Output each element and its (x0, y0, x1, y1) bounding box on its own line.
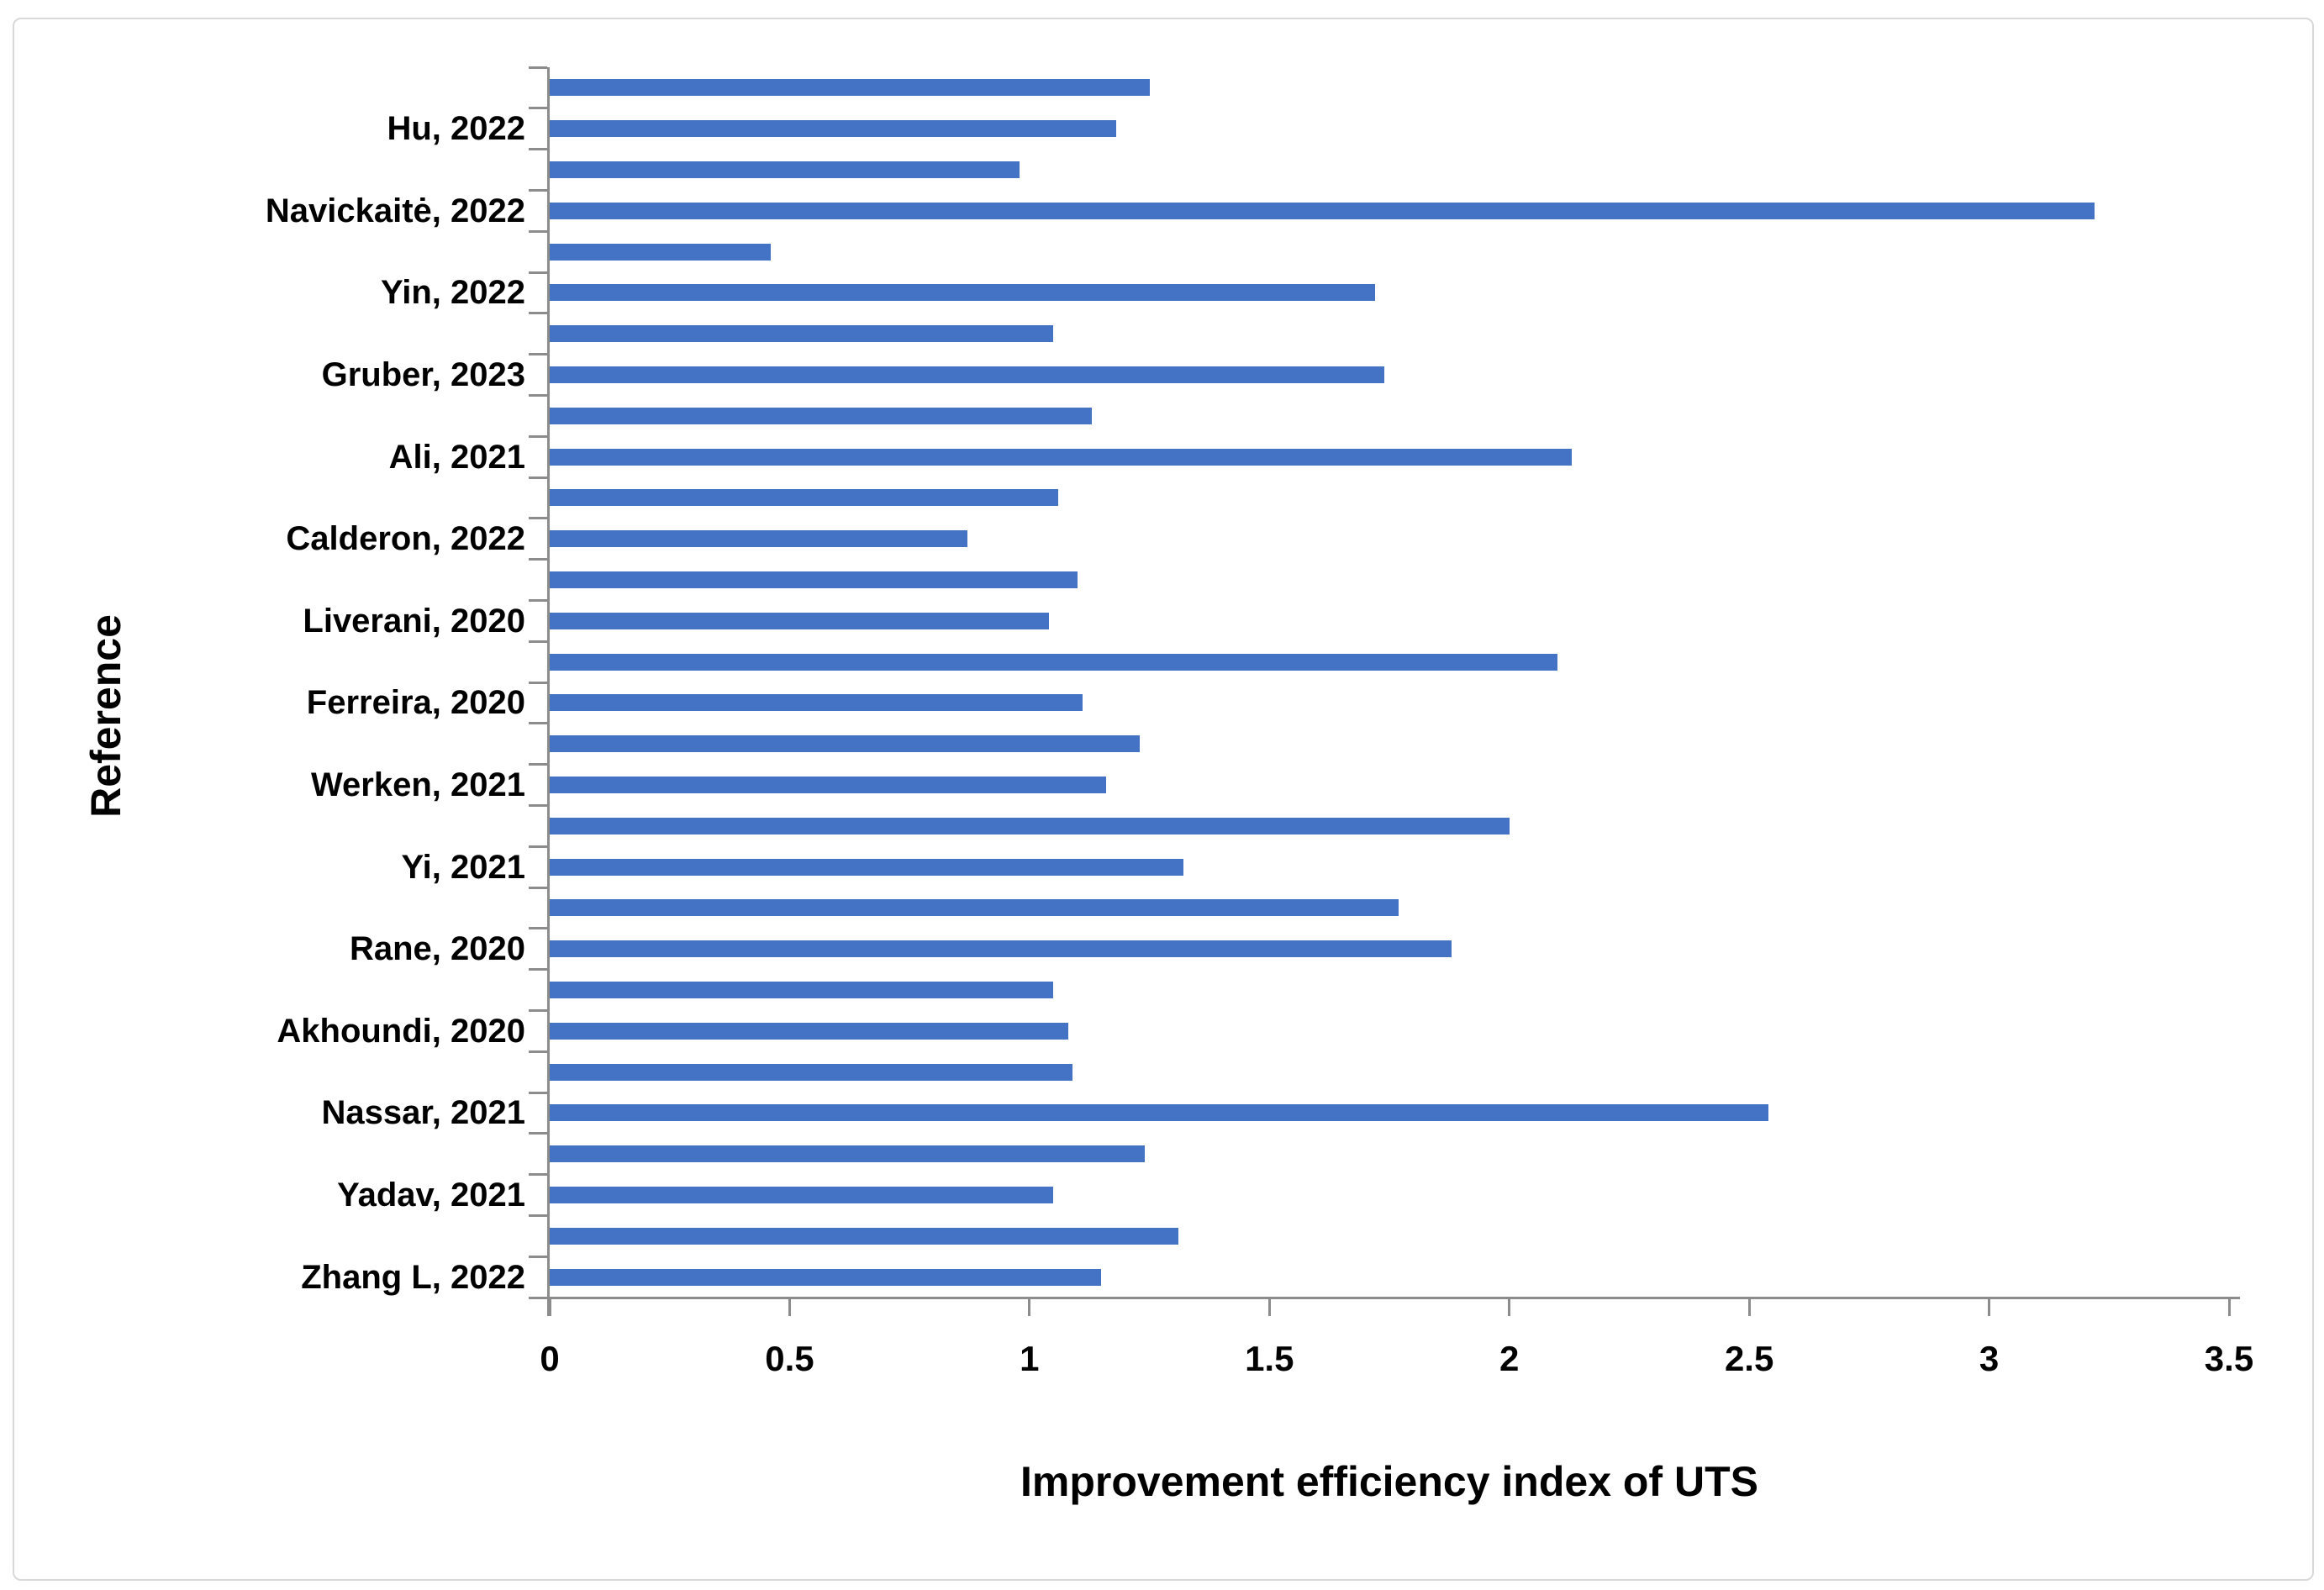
x-axis-line (547, 1297, 2240, 1299)
category-tick-mark (529, 353, 547, 356)
category-tick-mark (529, 558, 547, 561)
x-tick-mark (1508, 1298, 1511, 1316)
category-label: Calderon, 2022 (286, 520, 525, 557)
category-tick-mark (529, 640, 547, 643)
category-tick-mark (529, 1050, 547, 1053)
x-tick-label: 2 (1499, 1339, 1520, 1378)
category-tick-mark (529, 598, 547, 602)
bar (550, 1268, 1101, 1286)
category-label: Yi, 2021 (401, 849, 525, 886)
category-tick-mark (529, 229, 547, 233)
bar (550, 817, 1510, 834)
bar (550, 284, 1375, 302)
category-tick-mark (529, 1008, 547, 1012)
bar (550, 858, 1183, 876)
bar (550, 243, 771, 261)
category-tick-mark (529, 722, 547, 725)
bar (550, 899, 1399, 917)
category-label: Ferreira, 2020 (306, 684, 525, 721)
category-tick-mark (529, 763, 547, 766)
category-tick-mark (529, 66, 547, 69)
x-tick-label: 2.5 (1724, 1339, 1774, 1378)
bar (550, 202, 2095, 219)
category-tick-mark (529, 886, 547, 889)
y-axis-title: Reference (82, 614, 129, 818)
bar (550, 1022, 1068, 1040)
category-label: Rane, 2020 (349, 930, 525, 967)
bar (550, 120, 1116, 138)
category-label: Ali, 2021 (388, 439, 525, 476)
x-tick-label: 0 (540, 1339, 560, 1378)
category-label: Gruber, 2023 (321, 356, 525, 393)
category-tick-mark (529, 1091, 547, 1094)
x-tick-label: 0.5 (765, 1339, 814, 1378)
x-tick-mark (1988, 1298, 1991, 1316)
x-tick-mark (2227, 1298, 2231, 1316)
category-tick-mark (529, 1296, 547, 1299)
category-label: Akhoundi, 2020 (277, 1013, 525, 1050)
x-tick-mark (1267, 1298, 1271, 1316)
category-tick-mark (529, 1255, 547, 1258)
category-tick-mark (529, 1173, 547, 1177)
category-label: Yadav, 2021 (337, 1177, 525, 1214)
category-tick-mark (529, 803, 547, 807)
category-label: Yin, 2022 (381, 274, 525, 311)
x-tick-label: 1.5 (1245, 1339, 1294, 1378)
x-axis-title: Improvement efficiency index of UTS (1020, 1458, 1758, 1505)
bar (550, 1063, 1072, 1081)
bar (550, 694, 1083, 712)
y-axis-line (547, 67, 550, 1316)
x-tick-mark (548, 1298, 551, 1316)
bar (550, 448, 1572, 466)
category-label: Werken, 2021 (311, 766, 525, 803)
bar (550, 407, 1092, 424)
bar (550, 366, 1384, 383)
bar (550, 161, 1020, 178)
bar (550, 325, 1053, 343)
category-tick-mark (529, 434, 547, 438)
category-label: Navickaitė, 2022 (265, 192, 525, 229)
x-tick-mark (788, 1298, 791, 1316)
chart-frame-border (13, 18, 2314, 1581)
bar (550, 1104, 1768, 1122)
bar (550, 1145, 1145, 1163)
category-label: Nassar, 2021 (321, 1094, 525, 1131)
bar (550, 79, 1150, 97)
category-tick-mark (529, 1214, 547, 1217)
category-tick-mark (529, 312, 547, 315)
bar (550, 612, 1049, 629)
bar (550, 940, 1452, 958)
category-tick-mark (529, 517, 547, 520)
bar (550, 571, 1078, 588)
category-tick-mark (529, 1132, 547, 1135)
category-tick-mark (529, 968, 547, 971)
category-tick-mark (529, 148, 547, 151)
x-tick-label: 1 (1020, 1339, 1040, 1378)
category-label: Zhang L, 2022 (301, 1259, 525, 1296)
category-tick-mark (529, 476, 547, 479)
bar (550, 1187, 1053, 1203)
bar (550, 489, 1058, 507)
bar (550, 777, 1106, 793)
bar (550, 735, 1140, 753)
category-tick-mark (529, 271, 547, 274)
category-tick-mark (529, 393, 547, 397)
category-tick-mark (529, 927, 547, 930)
bar (550, 1227, 1178, 1245)
category-tick-mark (529, 188, 547, 192)
bar (550, 653, 1557, 671)
category-label: Hu, 2022 (387, 110, 525, 147)
category-tick-mark (529, 681, 547, 684)
x-tick-label: 3 (1979, 1339, 2000, 1378)
category-label: Liverani, 2020 (303, 603, 525, 640)
category-tick-mark (529, 845, 547, 848)
x-tick-mark (1747, 1298, 1751, 1316)
x-tick-label: 3.5 (2204, 1339, 2254, 1378)
bar (550, 982, 1053, 998)
bar (550, 530, 967, 548)
x-tick-mark (1028, 1298, 1031, 1316)
category-tick-mark (529, 107, 547, 110)
